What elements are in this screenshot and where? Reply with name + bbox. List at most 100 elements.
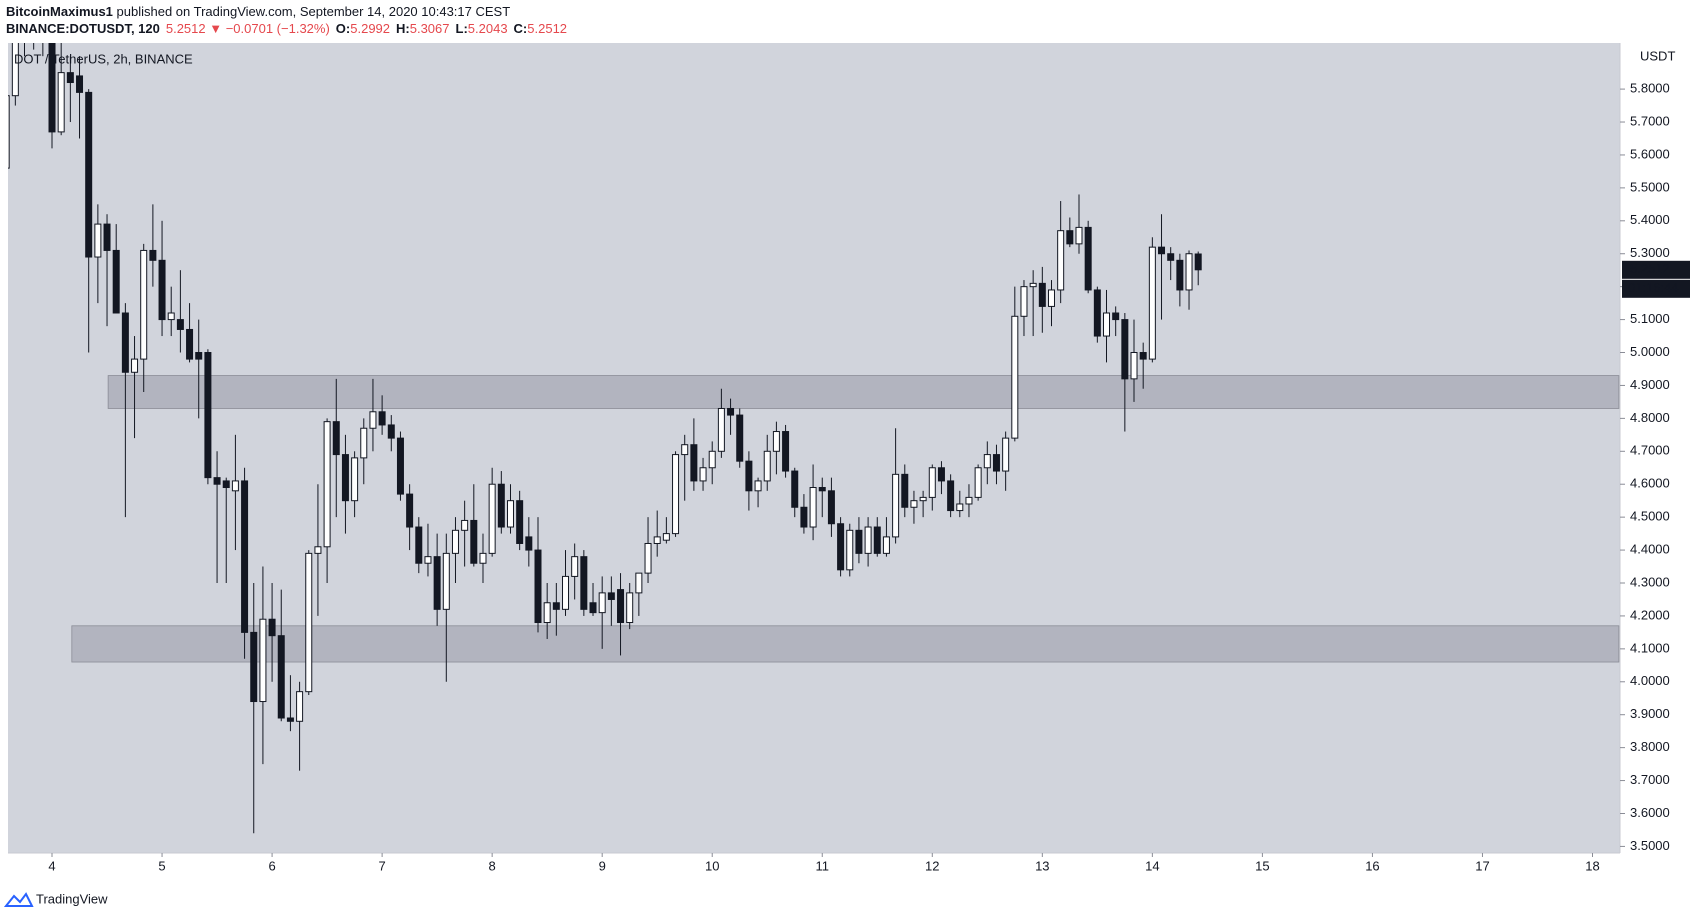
candle-body xyxy=(1075,226,1083,245)
x-tick-label: 10 xyxy=(705,858,719,873)
candle-body xyxy=(562,575,570,610)
candle-body xyxy=(827,490,835,525)
candle-body xyxy=(121,312,129,373)
candle-body xyxy=(323,421,331,548)
candle-body xyxy=(617,589,625,624)
footer-brand: TradingView xyxy=(36,891,108,906)
countdown-label: 01:16:44 xyxy=(1628,280,1679,295)
candle-body xyxy=(1158,246,1166,255)
y-tick-label: 4.8000 xyxy=(1630,410,1670,425)
x-tick-label: 9 xyxy=(599,858,606,873)
candle-body xyxy=(140,249,148,360)
candle-body xyxy=(928,467,936,498)
candle-body xyxy=(424,556,432,564)
candle-body xyxy=(406,493,414,528)
chart-legend: DOT / TetherUS, 2h, BINANCE xyxy=(14,51,193,66)
candle-body xyxy=(112,249,120,314)
candle-body xyxy=(782,431,790,472)
plot-background xyxy=(8,43,1620,853)
candle-body xyxy=(754,480,762,492)
candle-body xyxy=(607,592,615,600)
candle-body xyxy=(901,473,909,508)
candle-body xyxy=(983,454,991,469)
candle-body xyxy=(314,546,322,554)
candle-body xyxy=(186,328,194,360)
candle-body xyxy=(167,312,175,321)
candle-body xyxy=(1093,289,1101,337)
last-price-box xyxy=(1622,260,1690,279)
candle-body xyxy=(956,503,964,512)
candle-body xyxy=(1176,259,1184,291)
candle-body xyxy=(571,556,579,577)
candle-body xyxy=(516,500,524,544)
y-tick-label: 5.7000 xyxy=(1630,113,1670,128)
candle-body xyxy=(1103,312,1111,337)
candle-body xyxy=(543,602,551,624)
x-tick-label: 8 xyxy=(489,858,496,873)
candle-body xyxy=(213,477,221,485)
candle-body xyxy=(66,72,74,84)
candle-body xyxy=(1112,312,1120,321)
candle-body xyxy=(598,592,606,614)
ohlc-value: 5.3067 xyxy=(410,21,450,36)
candle-body xyxy=(1121,319,1129,380)
ohlc-key: O: xyxy=(336,21,350,36)
published-info: published on TradingView.com, September … xyxy=(113,4,510,19)
x-tick-label: 11 xyxy=(816,858,830,873)
candle-body xyxy=(1011,315,1019,439)
y-tick-label: 4.5000 xyxy=(1630,509,1670,524)
candle-body xyxy=(947,480,955,512)
candle-body xyxy=(1057,230,1065,291)
y-tick-label: 4.4000 xyxy=(1630,542,1670,557)
price-unit: USDT xyxy=(1640,48,1675,63)
candle-body xyxy=(231,480,239,492)
candle-body xyxy=(149,249,157,261)
countdown-box xyxy=(1622,279,1690,298)
candle-body xyxy=(937,467,945,482)
candle-body xyxy=(818,487,826,492)
candle-body xyxy=(396,437,404,495)
candle-body xyxy=(250,631,258,703)
candle-body xyxy=(1194,253,1202,271)
candle-body xyxy=(846,529,854,571)
plot-area: DOT / TetherUS, 2h, BINANCE USDT 3.5000 3.6… xyxy=(8,43,1694,873)
candle-body xyxy=(488,483,496,554)
y-tick-label: 5.4000 xyxy=(1630,212,1670,227)
support-resistance-zone xyxy=(71,625,1620,663)
ohlc-key: C: xyxy=(514,21,528,36)
candle-body xyxy=(351,457,359,502)
candle-body xyxy=(772,431,780,452)
candle-body xyxy=(855,529,863,554)
x-tick-label: 16 xyxy=(1365,858,1379,873)
x-tick-label: 18 xyxy=(1585,858,1599,873)
candle-body xyxy=(195,352,203,360)
candle-body xyxy=(76,75,84,93)
candle-body xyxy=(378,411,386,426)
y-tick-label: 5.1000 xyxy=(1630,311,1670,326)
y-tick-label: 4.7000 xyxy=(1630,443,1670,458)
candle-body xyxy=(717,407,725,452)
candle-body xyxy=(94,223,102,258)
y-tick-label: 4.1000 xyxy=(1630,640,1670,655)
ohlc-key: H: xyxy=(396,21,410,36)
candle-body xyxy=(8,95,10,169)
candle-body xyxy=(1002,437,1010,472)
candle-body xyxy=(103,223,111,251)
footer: TradingView xyxy=(3,891,108,907)
candle-body xyxy=(241,480,249,633)
ohlc-key: L: xyxy=(456,21,468,36)
candle-body xyxy=(158,259,166,321)
candle-body xyxy=(131,358,139,373)
y-tick-label: 3.7000 xyxy=(1630,772,1670,787)
y-tick-label: 4.2000 xyxy=(1630,607,1670,622)
candle-body xyxy=(910,500,918,508)
candle-body xyxy=(415,526,423,564)
x-tick-label: 17 xyxy=(1475,858,1489,873)
candle-body xyxy=(1167,253,1175,261)
candle-body xyxy=(644,542,652,574)
y-tick-label: 5.3000 xyxy=(1630,245,1670,260)
candle-body xyxy=(1139,352,1147,360)
ohlc-value: 5.2992 xyxy=(350,21,390,36)
candle-body xyxy=(791,470,799,508)
